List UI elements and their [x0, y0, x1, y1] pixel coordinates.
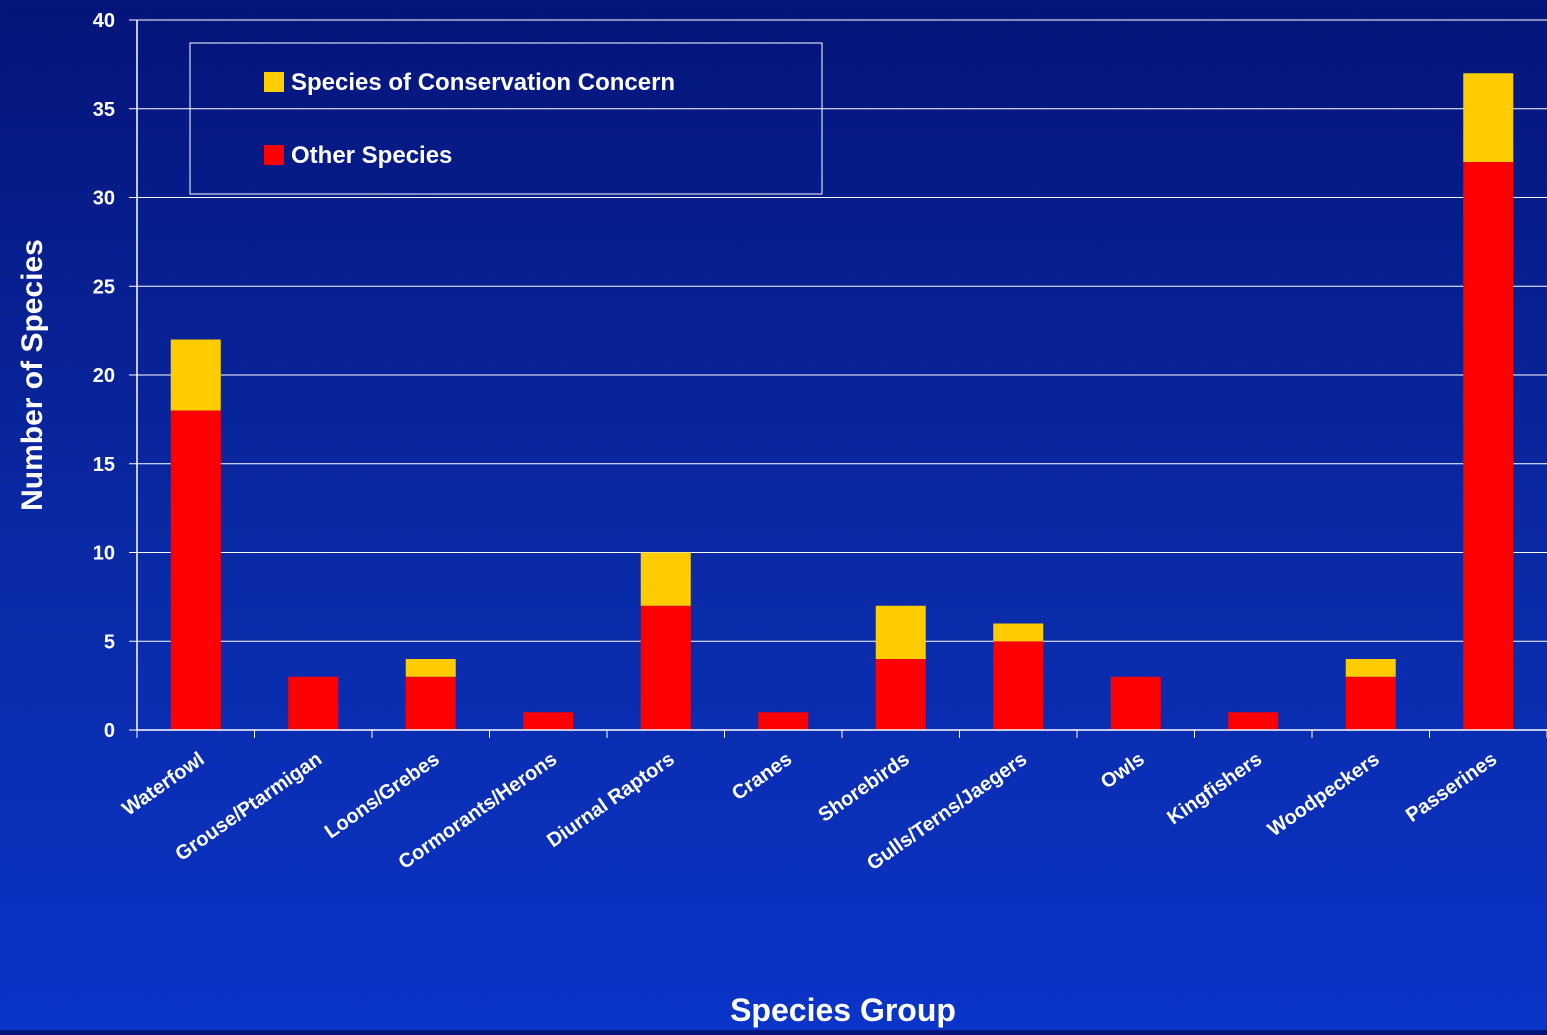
y-tick-label: 0: [104, 720, 115, 742]
x-tick-label: Kingfishers: [1163, 748, 1266, 829]
legend-label: Other Species: [291, 142, 452, 169]
y-tick-label: 25: [93, 276, 115, 298]
x-tick-label: Owls: [1097, 748, 1149, 793]
y-axis-title: Number of Species: [16, 239, 49, 511]
axes: 0510152025303540WaterfowlGrouse/Ptarmiga…: [93, 10, 1547, 875]
bar-conservation-concern: [170, 339, 221, 411]
bar-other-species: [170, 410, 221, 730]
bar-other-species: [993, 641, 1044, 730]
bar-other-species: [1463, 162, 1514, 730]
bar-other-species: [758, 712, 809, 730]
legend-box: [189, 42, 823, 195]
y-tick-label: 35: [93, 99, 115, 121]
y-tick-label: 10: [93, 543, 115, 565]
x-tick-label: Passerines: [1402, 748, 1501, 827]
bar-conservation-concern: [1463, 73, 1514, 162]
x-tick-label: Woodpeckers: [1264, 748, 1384, 841]
bar-other-species: [1228, 712, 1279, 730]
bar-other-species: [1345, 676, 1396, 730]
legend-swatch-conservation-concern: [264, 72, 284, 92]
x-tick-label: Loons/Grebes: [321, 748, 444, 843]
y-tick-label: 40: [93, 10, 115, 32]
x-tick-label: Diurnal Raptors: [543, 748, 679, 852]
x-tick-label: Waterfowl: [118, 748, 208, 820]
bar-other-species: [640, 605, 691, 730]
bar-conservation-concern: [405, 659, 456, 677]
x-tick-label: Shorebirds: [815, 748, 914, 827]
legend: Species of Conservation Concern Other Spe…: [189, 42, 823, 195]
bar-conservation-concern: [875, 605, 926, 659]
y-tick-label: 30: [93, 188, 115, 210]
y-tick-label: 5: [104, 631, 115, 653]
legend-swatch-other-species: [264, 145, 284, 165]
bar-other-species: [523, 712, 574, 730]
bar-other-species: [1110, 676, 1161, 730]
bars: [170, 73, 1514, 730]
bar-other-species: [405, 676, 456, 730]
x-axis-title: Species Group: [730, 992, 956, 1028]
y-tick-label: 15: [93, 454, 115, 476]
bar-conservation-concern: [1345, 659, 1396, 677]
x-tick-label: Cranes: [728, 748, 796, 805]
bar-other-species: [288, 676, 339, 730]
legend-label: Species of Conservation Concern: [291, 69, 675, 96]
bar-other-species: [875, 659, 926, 730]
y-tick-label: 20: [93, 365, 115, 387]
bar-conservation-concern: [640, 552, 691, 606]
bar-conservation-concern: [993, 623, 1044, 642]
gridlines: [137, 19, 1547, 642]
